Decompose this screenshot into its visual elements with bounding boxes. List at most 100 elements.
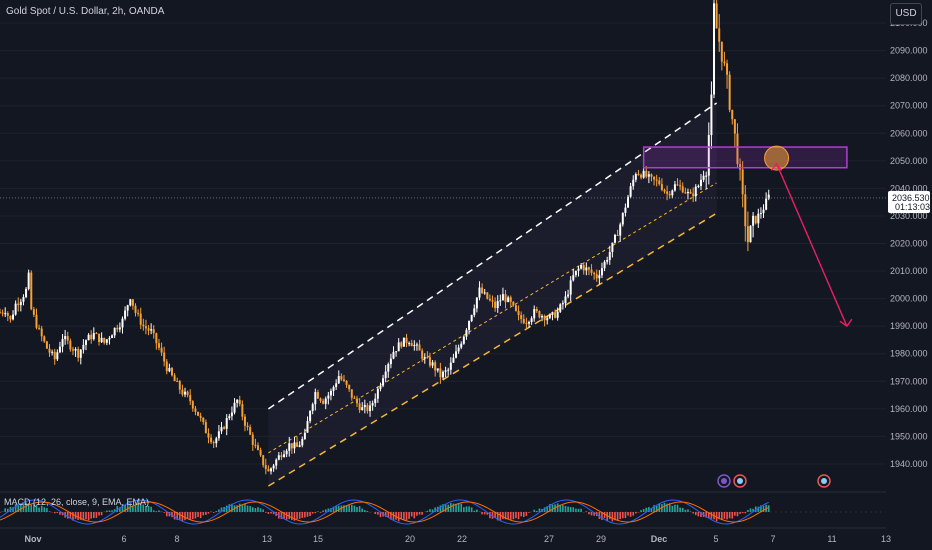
macd-histogram-bar	[262, 509, 264, 512]
candle-body	[705, 175, 708, 177]
last-price-countdown: 01:13:03	[895, 202, 930, 212]
candle-body	[199, 415, 202, 418]
macd-histogram-bar	[27, 503, 30, 512]
candle-body	[314, 392, 317, 405]
macd-histogram-bar	[517, 512, 520, 520]
candle-body	[491, 300, 494, 302]
candle-body	[543, 315, 546, 321]
candle-body	[223, 427, 226, 429]
macd-histogram-bar	[757, 506, 760, 512]
macd-histogram-bar	[231, 503, 233, 512]
macd-histogram-bar	[87, 512, 90, 521]
macd-histogram-bar	[752, 508, 754, 512]
candle-body	[418, 344, 421, 351]
annotations[interactable]	[642, 145, 853, 328]
macd-histogram-bar	[668, 503, 671, 512]
macd-histogram-bar	[14, 504, 17, 512]
candle-body	[697, 185, 700, 187]
macd-histogram-bar	[629, 512, 632, 517]
macd-histogram-bar	[364, 509, 366, 512]
macd-indicator-label: MACD (12, 26, close, 9, EMA, EMA)	[4, 497, 150, 507]
candle-body	[663, 189, 666, 192]
candle-body	[280, 455, 283, 458]
macd-histogram-bar	[598, 512, 601, 519]
macd-histogram-bar	[468, 506, 470, 512]
macd-histogram-bar	[559, 504, 562, 512]
candle-body	[243, 416, 246, 426]
candle-body	[329, 390, 332, 396]
macd-histogram-bar	[666, 503, 668, 512]
candle-body	[736, 133, 739, 165]
price-axis[interactable]: 1940.000 1950.000 1960.000 1970.000 1980.000…	[886, 0, 932, 550]
candle-body	[397, 342, 400, 352]
macd-histogram-bar	[116, 506, 119, 512]
time-axis[interactable]: Nov 6 8 13 15 20 22 27 29 Dec 5 7 11 13	[0, 527, 891, 544]
candle-body	[30, 272, 33, 310]
macd-histogram-bar	[728, 512, 731, 519]
target-circle[interactable]	[764, 145, 790, 171]
macd-histogram-bar	[653, 505, 655, 512]
candle-body	[283, 454, 286, 458]
macd-histogram-bar	[319, 512, 322, 513]
macd-histogram-bar	[444, 504, 447, 512]
candle-body	[87, 334, 90, 341]
channel-lower-line[interactable]	[268, 212, 718, 487]
time-tick-label: Nov	[24, 534, 41, 544]
candle-body	[212, 442, 215, 444]
forecast-arrow-head[interactable]	[839, 318, 853, 328]
macd-histogram-bar	[111, 510, 113, 512]
candle-body	[689, 191, 692, 194]
resistance-zone[interactable]	[642, 146, 848, 169]
candle-body	[144, 326, 147, 329]
candle-body	[444, 370, 447, 372]
candle-body	[64, 336, 67, 340]
macd-histogram-bar	[473, 510, 476, 512]
candle-body	[27, 272, 30, 289]
price-tick-label: 1940.000	[890, 459, 928, 469]
candle-body	[105, 339, 108, 343]
forecast-arrow-tail[interactable]	[771, 162, 783, 171]
candle-body	[100, 337, 103, 343]
macd-histogram-bar	[79, 512, 82, 520]
candle-body	[587, 267, 590, 270]
signal-line	[0, 501, 769, 523]
macd-histogram-bar	[588, 512, 590, 515]
candle-body	[173, 375, 176, 382]
macd-histogram-bar	[556, 503, 559, 512]
candle-body	[606, 259, 609, 262]
candle-body	[82, 344, 85, 350]
channel-upper-line[interactable]	[267, 102, 718, 410]
macd-histogram-bar	[228, 504, 231, 512]
currency-button[interactable]: USD	[890, 3, 922, 25]
macd-histogram-bar	[165, 512, 168, 517]
macd-histogram-bar	[142, 504, 145, 512]
candle-body	[113, 327, 116, 336]
candle-body	[574, 270, 577, 276]
candle-body	[379, 385, 382, 389]
candle-body	[363, 404, 366, 408]
candle-body	[699, 179, 702, 186]
macd-histogram-bar	[470, 507, 473, 512]
macd-histogram-bar	[700, 512, 702, 517]
candle-body	[694, 186, 697, 197]
candle-body	[382, 378, 385, 386]
candle-body	[559, 304, 562, 312]
candle-body	[74, 349, 77, 351]
forecast-arrow-line[interactable]	[775, 163, 848, 327]
macd-histogram-bar	[710, 512, 713, 519]
candle-body	[69, 340, 72, 350]
candle-body	[249, 427, 252, 435]
macd-histogram-bar	[283, 512, 285, 519]
time-tick-label: 11	[827, 534, 836, 544]
macd-histogram-bar	[442, 504, 444, 512]
event-markers[interactable]	[717, 474, 831, 488]
candle-body	[541, 315, 544, 318]
macd-histogram-bar	[590, 512, 593, 516]
candle-body	[434, 362, 437, 371]
macd-histogram-bar	[56, 512, 59, 513]
macd-histogram-bar	[635, 512, 637, 514]
macd-histogram-bar	[186, 512, 189, 519]
macd-histogram-bar	[176, 512, 178, 520]
